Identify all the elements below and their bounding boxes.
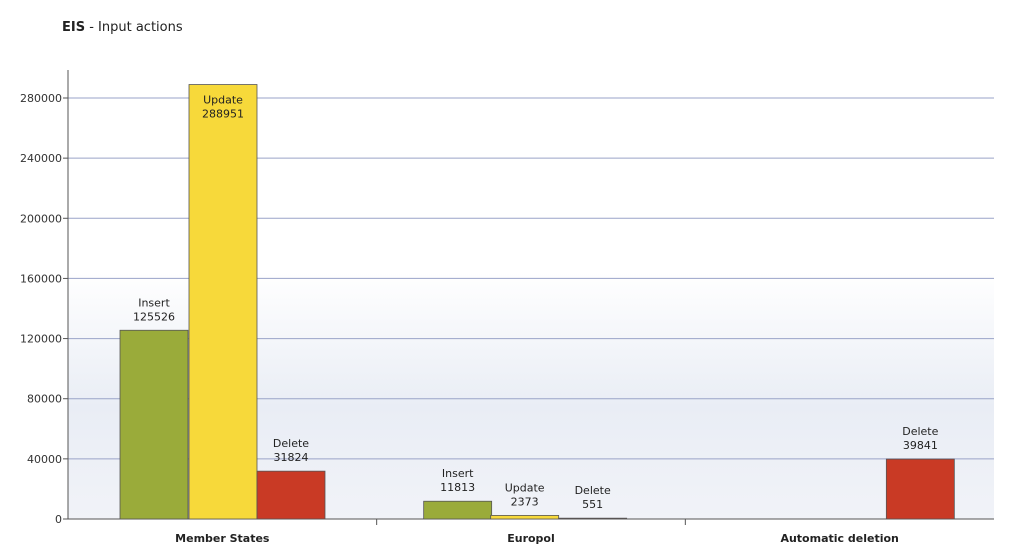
bar-delete bbox=[885, 458, 955, 520]
category-label: Europol bbox=[507, 532, 555, 545]
data-label-name: Delete bbox=[575, 484, 611, 497]
data-label-value: 39841 bbox=[903, 439, 938, 452]
y-tick-label: 240000 bbox=[20, 152, 62, 165]
data-label-value: 288951 bbox=[202, 108, 244, 121]
y-tick-label: 280000 bbox=[20, 92, 62, 105]
category-label: Member States bbox=[175, 532, 270, 545]
bar-delete bbox=[558, 517, 628, 520]
data-label-name: Insert bbox=[138, 296, 170, 309]
y-tick-label: 0 bbox=[55, 513, 62, 526]
bar-update bbox=[188, 84, 258, 520]
data-label-value: 551 bbox=[582, 498, 603, 511]
data-label-value: 11813 bbox=[440, 481, 475, 494]
chart-title: EIS - Input actions bbox=[62, 20, 183, 35]
data-label-name: Insert bbox=[442, 467, 474, 480]
chart-title-rest: - Input actions bbox=[85, 20, 183, 35]
bar-delete bbox=[256, 470, 326, 520]
bar-insert bbox=[423, 500, 493, 520]
data-label-name: Update bbox=[505, 481, 545, 494]
bar-insert bbox=[119, 329, 189, 520]
y-tick-label: 200000 bbox=[20, 212, 62, 225]
data-label-name: Delete bbox=[902, 425, 938, 438]
data-label-name: Update bbox=[203, 94, 243, 107]
data-label-value: 31824 bbox=[274, 451, 309, 464]
category-label: Automatic deletion bbox=[780, 532, 898, 545]
y-tick-label: 160000 bbox=[20, 272, 62, 285]
y-tick-label: 120000 bbox=[20, 333, 62, 346]
chart-title-bold: EIS bbox=[62, 20, 86, 35]
y-tick-label: 80000 bbox=[27, 393, 62, 406]
bar-update bbox=[490, 515, 560, 520]
y-tick-label: 40000 bbox=[27, 453, 62, 466]
data-label-name: Delete bbox=[273, 437, 309, 450]
data-label-value: 2373 bbox=[511, 495, 539, 508]
data-label-value: 125526 bbox=[133, 310, 175, 323]
